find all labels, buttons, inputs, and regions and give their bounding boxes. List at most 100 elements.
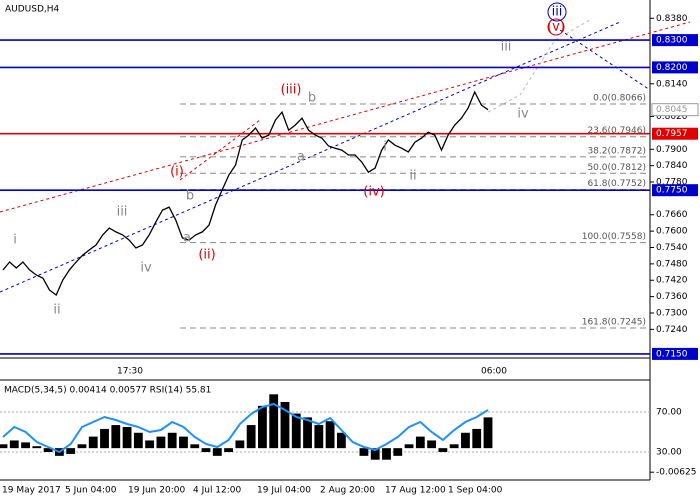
time-chip: 17:30 bbox=[117, 367, 143, 377]
histogram-bar bbox=[66, 448, 76, 454]
wave-circle bbox=[547, 18, 565, 36]
y-tick-label: 0.8020 bbox=[656, 112, 688, 122]
y-tick-label: 0.7780 bbox=[656, 178, 688, 188]
level-box bbox=[652, 184, 698, 197]
histogram-bar bbox=[100, 428, 109, 449]
y-tick-label: -0.00625 bbox=[656, 468, 696, 478]
level-label: 0.8200 bbox=[656, 63, 688, 73]
level-box bbox=[652, 347, 698, 360]
x-tick-label: 5 Jun 04:00 bbox=[65, 486, 117, 496]
histogram-bar bbox=[269, 394, 279, 449]
wave-label: a bbox=[297, 150, 305, 165]
fib-label: 50.0(0.7812) bbox=[587, 163, 646, 173]
wave-label: iv bbox=[517, 107, 529, 122]
histogram-bar bbox=[393, 448, 403, 456]
y-tick-label: 0.7600 bbox=[656, 227, 688, 237]
rsi-line bbox=[2, 402, 489, 454]
indicator-label: MACD(5,34,5) 0.00414 0.00577 RSI(14) 55.… bbox=[4, 386, 211, 396]
histogram-bar bbox=[43, 448, 53, 452]
fib-label: 0.0(0.8066) bbox=[593, 93, 646, 103]
y2-tick-label: 70.00 bbox=[656, 408, 682, 418]
y-tick-label: 0.7480 bbox=[656, 259, 688, 269]
histogram-bar bbox=[449, 444, 459, 449]
wave-label: (iv) bbox=[363, 185, 384, 200]
wave-label: i bbox=[13, 233, 17, 248]
histogram-bar bbox=[201, 448, 211, 452]
y-tick-label: 0.7900 bbox=[656, 145, 688, 155]
wave-label: iv bbox=[140, 261, 152, 276]
histogram-bar bbox=[303, 417, 312, 449]
wave-label: ii bbox=[53, 303, 60, 318]
histogram-bar bbox=[382, 448, 391, 460]
wave-label: b bbox=[308, 91, 316, 106]
wave-label: a bbox=[183, 231, 191, 246]
current-price: 0.8045 bbox=[656, 105, 688, 115]
histogram-bar bbox=[291, 413, 301, 449]
level-label: 0.8300 bbox=[656, 36, 688, 46]
trend-line bbox=[179, 119, 261, 181]
level-label: 0.7150 bbox=[656, 349, 688, 359]
y-tick-label: 0.7540 bbox=[656, 243, 688, 253]
x-tick-label: 2 Aug 20:00 bbox=[320, 486, 375, 496]
y2-tick-label: 30.00 bbox=[656, 448, 682, 458]
y-tick-label: 0.7240 bbox=[656, 325, 688, 335]
fib-label: 161.8(0.7245) bbox=[582, 317, 646, 327]
histogram-bar bbox=[224, 448, 233, 452]
histogram-bar bbox=[246, 425, 256, 449]
histogram-bar bbox=[122, 427, 132, 449]
histogram-bar bbox=[145, 440, 155, 449]
fib-label: 38.2(0.7872) bbox=[587, 146, 646, 156]
histogram-bar bbox=[438, 448, 448, 452]
wave-label: ii bbox=[409, 169, 416, 184]
histogram-bar bbox=[461, 432, 470, 449]
trend-line bbox=[0, 21, 691, 213]
y-tick-label: 0.7300 bbox=[656, 308, 688, 318]
wave-label: i bbox=[383, 140, 387, 155]
level-label: 0.7750 bbox=[656, 186, 688, 196]
histogram-bar bbox=[325, 421, 335, 449]
histogram-bar bbox=[9, 440, 19, 449]
price-box bbox=[651, 103, 699, 117]
fib-label: 100.0(0.7558) bbox=[582, 232, 646, 242]
wave-label: iii bbox=[117, 205, 128, 220]
histogram-bar bbox=[336, 432, 346, 449]
histogram-bar bbox=[472, 428, 482, 449]
x-tick-label: 19 Jul 04:00 bbox=[257, 486, 311, 496]
histogram-bar bbox=[156, 436, 166, 449]
wave-label: b bbox=[186, 189, 194, 204]
histogram-bar bbox=[21, 442, 30, 449]
time-chip: 06:00 bbox=[481, 367, 507, 377]
level-box bbox=[652, 34, 698, 47]
price-line bbox=[2, 90, 489, 297]
wave-label: (i) bbox=[170, 165, 184, 180]
histogram-bar bbox=[427, 440, 437, 449]
fib-label: 23.6(0.7946) bbox=[587, 126, 646, 136]
wave-label: (ii) bbox=[198, 248, 215, 263]
wave-label: (iii) bbox=[281, 83, 302, 98]
x-tick-label: 17 Aug 12:00 bbox=[385, 486, 446, 496]
y-tick-label: 0.8380 bbox=[656, 14, 688, 24]
x-tick-label: 1 Sep 04:00 bbox=[448, 486, 503, 496]
histogram-bar bbox=[258, 405, 267, 449]
histogram-bar bbox=[32, 446, 42, 449]
histogram-bar bbox=[190, 444, 200, 449]
histogram-bar bbox=[77, 444, 87, 449]
histogram-bar bbox=[415, 436, 425, 449]
histogram-bar bbox=[212, 448, 222, 456]
histogram-bar bbox=[280, 402, 290, 449]
x-tick-label: 19 May 2017 bbox=[2, 486, 61, 496]
histogram-bar bbox=[133, 432, 143, 449]
wave-label: iii bbox=[501, 40, 512, 55]
wave-circle bbox=[547, 2, 567, 22]
x-tick-label: 19 Jun 20:00 bbox=[128, 486, 185, 496]
histogram-bar bbox=[88, 436, 98, 449]
level-label: 0.7957 bbox=[656, 129, 688, 139]
histogram-bar bbox=[314, 425, 324, 449]
level-box bbox=[652, 127, 698, 140]
fib-label: 61.8(0.7752) bbox=[587, 179, 646, 189]
histogram-bar bbox=[111, 425, 121, 449]
histogram-bar bbox=[167, 432, 177, 449]
y-tick-label: 0.8140 bbox=[656, 79, 688, 89]
y-tick-label: 0.7660 bbox=[656, 210, 688, 220]
